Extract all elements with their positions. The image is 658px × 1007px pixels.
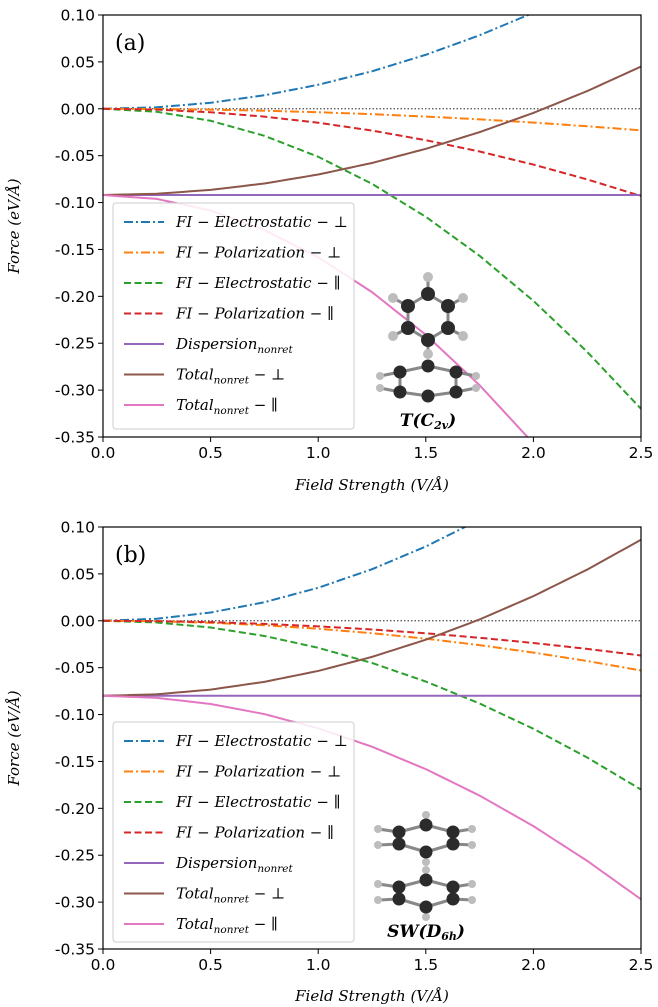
x-axis-title-b: Field Strength (V/Å) bbox=[294, 987, 449, 1005]
x-tick-label: 0.5 bbox=[198, 956, 223, 974]
x-tick-label: 2.0 bbox=[521, 444, 546, 462]
y-tick-label: -0.20 bbox=[55, 800, 95, 818]
x-tick-label: 2.5 bbox=[629, 444, 654, 462]
plot-frame-b bbox=[102, 526, 642, 950]
x-tick-label: 1.5 bbox=[413, 444, 438, 462]
legend-frame-a bbox=[112, 202, 355, 430]
x-tick-label: 1.0 bbox=[306, 444, 331, 462]
panel-a: 0.0 0.5 1.0 1.5 2.0 2.5 0.10 0.05 0.00 -0.05 -0.10… bbox=[5, 7, 653, 495]
series-line-fi-electrostatic bbox=[103, 619, 641, 791]
legend-label-dispersion-nonret: Dispersionnonret bbox=[175, 854, 293, 875]
legend-frame-b bbox=[112, 721, 355, 943]
legend-entries-a: FI − Electrostatic − ⊥ FI − Polarization … bbox=[124, 213, 348, 417]
molecule-carbon-atoms-a bbox=[393, 287, 463, 403]
y-tick-label: -0.30 bbox=[55, 382, 95, 400]
legend-label-fi-electrostatic: FI − Electrostatic − ∥ bbox=[175, 274, 341, 292]
series-line-fi-polarization bbox=[103, 107, 641, 132]
x-tick-label: 0.0 bbox=[91, 956, 116, 974]
molecule-t-shaped: T(C2v) bbox=[376, 272, 480, 432]
y-tick-label: 0.05 bbox=[60, 565, 95, 583]
legend-label-total-nonret: Totalnonret − ∥ bbox=[176, 396, 278, 417]
panel-label-b: (b) bbox=[115, 543, 146, 568]
molecule-sandwich: SW(D6h) bbox=[374, 811, 476, 943]
x-axis-title-a: Field Strength (V/Å) bbox=[294, 476, 449, 494]
series-group-b bbox=[103, 527, 641, 901]
y-axis-title-b: Force (eV/Å) bbox=[5, 690, 23, 786]
legend-label-fi-electrostatic: FI − Electrostatic − ⊥ bbox=[175, 213, 348, 231]
molecule-label-b: SW(D6h) bbox=[387, 922, 465, 943]
y-tick-label: -0.10 bbox=[55, 194, 95, 212]
plot-frame-a bbox=[102, 14, 642, 438]
legend-label-total-nonret: Totalnonret − ⊥ bbox=[176, 885, 285, 906]
y-tick-label: 0.05 bbox=[60, 53, 95, 71]
legend-label-total-nonret: Totalnonret − ⊥ bbox=[176, 366, 285, 387]
legend-label-fi-polarization: FI − Polarization − ∥ bbox=[175, 305, 334, 323]
series-line-fi-electrostatic bbox=[103, 527, 468, 622]
y-tick-label: -0.15 bbox=[55, 241, 95, 259]
molecule-hydrogen-atoms-b bbox=[374, 811, 476, 921]
legend-b: FI − Electrostatic − ⊥ FI − Polarization … bbox=[112, 721, 355, 943]
x-tick-label: 1.0 bbox=[306, 956, 331, 974]
y-tick-label: -0.35 bbox=[55, 429, 95, 447]
x-tick-label: 2.5 bbox=[629, 956, 654, 974]
legend-entries-b: FI − Electrostatic − ⊥ FI − Polarization … bbox=[124, 732, 348, 936]
series-line-fi-polarization bbox=[103, 619, 641, 657]
legend-label-dispersion-nonret: Dispersionnonret bbox=[175, 335, 293, 356]
molecule-label-a: T(C2v) bbox=[400, 411, 456, 432]
x-tick-label: 0.5 bbox=[198, 444, 223, 462]
y-tick-label: -0.20 bbox=[55, 288, 95, 306]
y-tick-label: -0.05 bbox=[55, 147, 95, 165]
y-tick-label: -0.25 bbox=[55, 847, 95, 865]
series-line-fi-polarization bbox=[103, 107, 641, 197]
y-tick-label: -0.30 bbox=[55, 894, 95, 912]
series-line-total-nonret bbox=[103, 65, 641, 197]
axis-ticks-a: 0.0 0.5 1.0 1.5 2.0 2.5 0.10 0.05 0.00 -0.05 -0.10… bbox=[55, 7, 653, 463]
panel-label-a: (a) bbox=[115, 31, 145, 56]
series-line-total-nonret bbox=[103, 694, 641, 901]
y-axis-title-a: Force (eV/Å) bbox=[5, 178, 23, 274]
x-tick-label: 2.0 bbox=[521, 956, 546, 974]
y-tick-label: -0.25 bbox=[55, 335, 95, 353]
x-tick-label: 1.5 bbox=[413, 956, 438, 974]
y-tick-label: -0.15 bbox=[55, 753, 95, 771]
y-tick-label: 0.00 bbox=[60, 100, 95, 118]
legend-label-fi-electrostatic: FI − Electrostatic − ∥ bbox=[175, 793, 341, 811]
legend-a: FI − Electrostatic − ⊥ FI − Polarization … bbox=[112, 202, 355, 430]
y-tick-label: -0.35 bbox=[55, 941, 95, 959]
legend-label-fi-electrostatic: FI − Electrostatic − ⊥ bbox=[175, 732, 348, 750]
legend-label-fi-polarization: FI − Polarization − ⊥ bbox=[175, 244, 341, 262]
axis-ticks-b: 0.0 0.5 1.0 1.5 2.0 2.5 0.10 0.05 0.00 -0.05 -0.10… bbox=[55, 519, 653, 975]
legend-label-total-nonret: Totalnonret − ∥ bbox=[176, 915, 278, 936]
series-line-total-nonret bbox=[103, 538, 641, 697]
series-line-fi-electrostatic bbox=[103, 15, 531, 110]
y-tick-label: -0.05 bbox=[55, 659, 95, 677]
legend-label-fi-polarization: FI − Polarization − ⊥ bbox=[175, 763, 341, 781]
y-tick-label: 0.10 bbox=[60, 519, 95, 537]
series-line-fi-electrostatic bbox=[103, 107, 641, 410]
x-tick-label: 0.0 bbox=[91, 444, 116, 462]
y-tick-label: -0.10 bbox=[55, 706, 95, 724]
panel-b: 0.0 0.5 1.0 1.5 2.0 2.5 0.10 0.05 0.00 -0.05 -0.10… bbox=[5, 519, 653, 1006]
molecule-hydrogen-atoms-a bbox=[376, 272, 480, 392]
y-tick-label: 0.10 bbox=[60, 7, 95, 25]
molecule-carbon-atoms-b bbox=[392, 818, 460, 914]
y-tick-label: 0.00 bbox=[60, 612, 95, 630]
legend-label-fi-polarization: FI − Polarization − ∥ bbox=[175, 824, 334, 842]
